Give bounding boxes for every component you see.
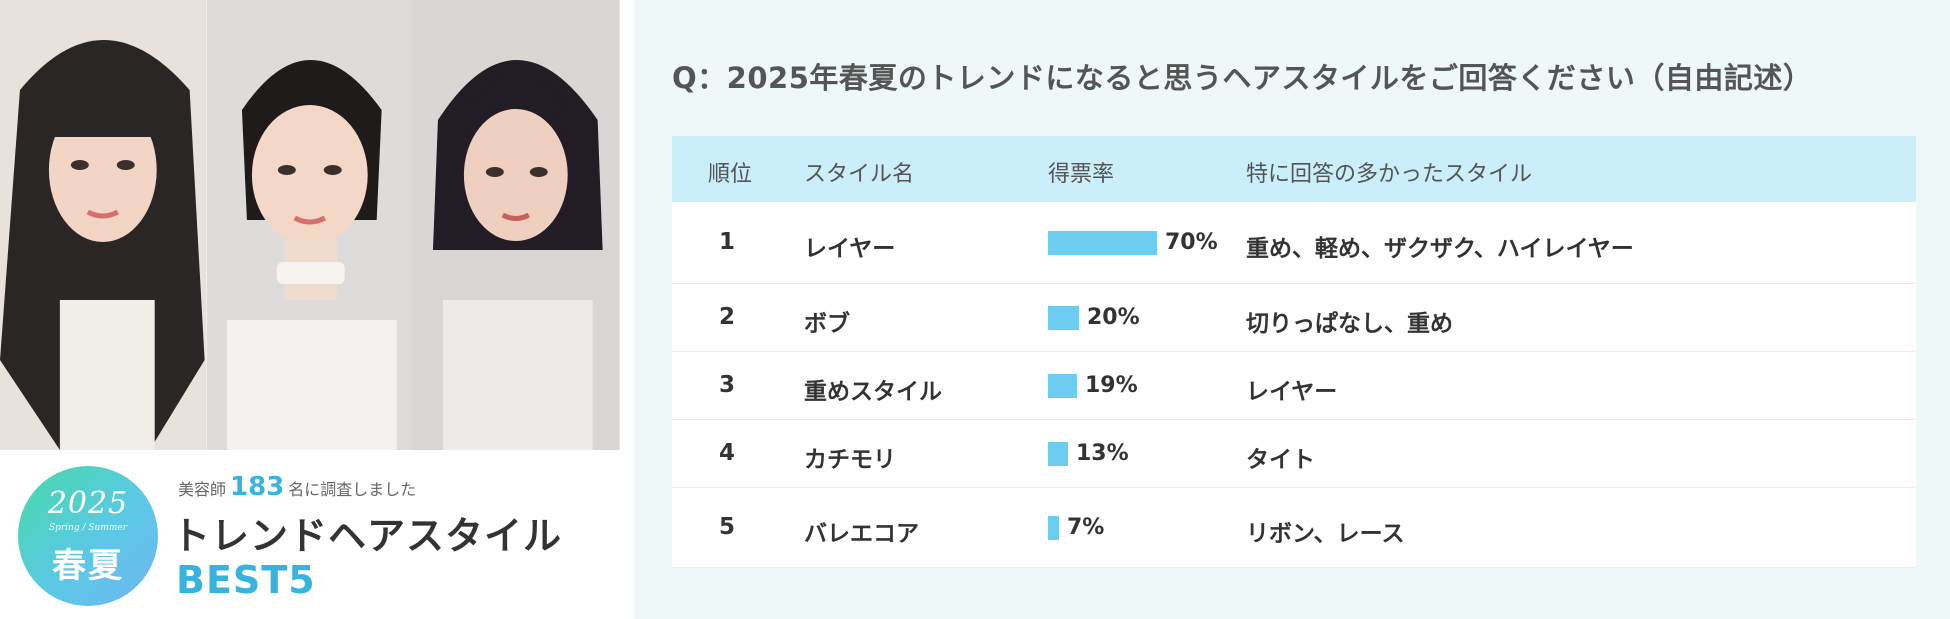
bar	[1048, 374, 1077, 398]
popular-styles-label: 重め、軽め、ザクザク、ハイレイヤー	[1246, 236, 1634, 262]
table-header: 順位 スタイル名 得票率 特に回答の多かったスタイル	[672, 136, 1916, 202]
rank-label: 1	[718, 229, 735, 255]
results-panel: Q：2025年春夏のトレンドになると思うヘアスタイルをご回答ください（自由記述）…	[634, 0, 1950, 619]
header-rank: 順位	[708, 162, 753, 187]
survey-suffix: 名に調査しました	[288, 480, 417, 499]
popular-styles-label: タイト	[1246, 447, 1315, 473]
header-style-name: スタイル名	[804, 162, 915, 187]
category-label: カチモリ	[804, 447, 896, 473]
category-label: ボブ	[804, 311, 850, 337]
rank-label: 5	[718, 514, 735, 540]
popular-styles-label: レイヤー	[1246, 379, 1338, 405]
popular-styles-label: リボン、レース	[1246, 521, 1405, 547]
model-photos	[0, 0, 620, 450]
survey-prefix: 美容師	[178, 480, 227, 499]
badge-year: 2025	[47, 486, 129, 521]
page-subtitle: BEST5	[176, 558, 316, 602]
ranking-table: 順位 スタイル名 得票率 特に回答の多かったスタイル 1 レイヤー 70% 重め、軽め…	[672, 136, 1916, 568]
model-photo-balletcore	[206, 0, 414, 450]
category-label: バレエコア	[804, 521, 919, 547]
survey-caption: 美容師 183 名に調査しました	[178, 472, 416, 504]
survey-count: 183	[230, 472, 285, 502]
category-label: 重めスタイル	[804, 379, 942, 405]
header-popular-styles: 特に回答の多かったスタイル	[1246, 162, 1533, 187]
rank-label: 3	[718, 372, 735, 398]
survey-question: Q：2025年春夏のトレンドになると思うヘアスタイルをご回答ください（自由記述）	[672, 61, 1813, 95]
season-badge: 2025 Spring / Summer 春夏	[18, 466, 158, 606]
bar-value-label: 70%	[1165, 230, 1218, 255]
table-row: 5 バレエコア 7% リボン、レース	[672, 488, 1916, 568]
bar-value-label: 7%	[1067, 515, 1105, 540]
bar	[1048, 516, 1059, 540]
left-panel: 2025 Spring / Summer 春夏 美容師 183 名に調査しました…	[0, 0, 620, 619]
table-row: 2 ボブ 20% 切りっぱなし、重め	[672, 284, 1916, 352]
bar-value-label: 13%	[1076, 441, 1129, 466]
model-photo-layer	[0, 0, 207, 450]
table-row: 4 カチモリ 13% タイト	[672, 420, 1916, 488]
category-label: レイヤー	[804, 236, 896, 262]
popular-styles-label: 切りっぱなし、重め	[1246, 311, 1453, 337]
badge-season-en: Spring / Summer	[48, 523, 128, 533]
rank-label: 2	[718, 304, 735, 330]
table-row: 1 レイヤー 70% 重め、軽め、ザクザク、ハイレイヤー	[672, 202, 1916, 284]
bar-value-label: 19%	[1085, 373, 1138, 398]
rank-label: 4	[718, 440, 735, 466]
bar	[1048, 231, 1157, 255]
page-title: トレンドヘアスタイル	[172, 514, 563, 558]
bar	[1048, 306, 1079, 330]
bar-value-label: 20%	[1087, 305, 1140, 330]
bar	[1048, 442, 1068, 466]
header-vote-rate: 得票率	[1048, 162, 1115, 187]
badge-season-jp: 春夏	[52, 546, 124, 586]
table-row: 3 重めスタイル 19% レイヤー	[672, 352, 1916, 420]
model-photo-bob	[413, 0, 620, 450]
